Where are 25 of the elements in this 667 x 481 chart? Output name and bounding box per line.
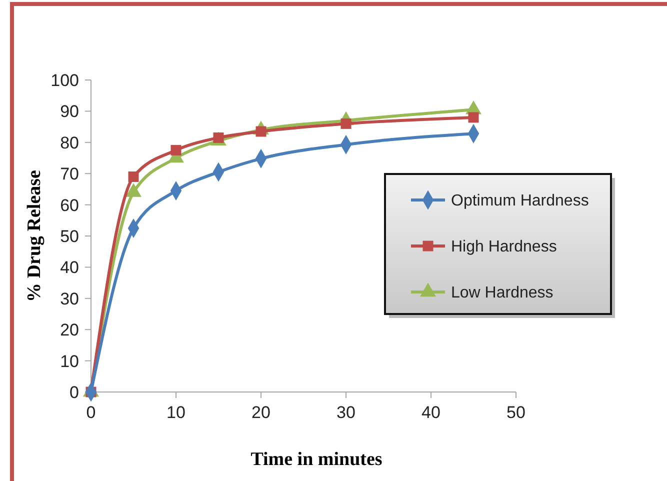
legend-label: High Hardness bbox=[451, 238, 557, 256]
x-tick-label: 20 bbox=[252, 403, 270, 422]
y-tick-label: 10 bbox=[60, 352, 79, 371]
legend-label: Low Hardness bbox=[451, 284, 554, 302]
y-tick-label: 80 bbox=[60, 133, 79, 152]
point bbox=[468, 112, 479, 123]
y-tick-label: 20 bbox=[60, 320, 79, 340]
y-tick-label: 50 bbox=[60, 226, 79, 246]
y-tick-label: 100 bbox=[50, 70, 79, 90]
y-tick-label: 70 bbox=[60, 164, 79, 184]
x-tick-label: 10 bbox=[166, 403, 186, 422]
y-axis-title: % Drug Release bbox=[24, 170, 45, 302]
x-axis-title: Time in minutes bbox=[250, 449, 382, 470]
x-tick-label: 50 bbox=[506, 403, 526, 422]
y-tick-label: 30 bbox=[60, 289, 79, 308]
y-tick-label: 60 bbox=[60, 196, 79, 215]
point bbox=[128, 171, 139, 182]
y-tick-label: 40 bbox=[60, 258, 79, 278]
x-tick-label: 40 bbox=[422, 403, 440, 422]
point bbox=[170, 144, 182, 156]
legend-label: Optimum Hardness bbox=[451, 192, 589, 210]
x-tick-label: 0 bbox=[86, 403, 96, 422]
y-tick-label: 0 bbox=[70, 382, 79, 402]
x-tick-label: 30 bbox=[336, 403, 356, 422]
y-tick-label: 90 bbox=[60, 102, 79, 122]
